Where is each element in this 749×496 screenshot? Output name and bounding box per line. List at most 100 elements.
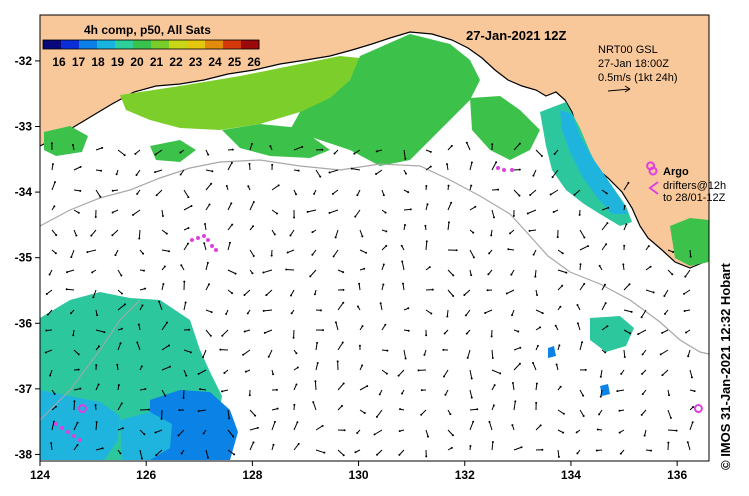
current-vector xyxy=(689,369,693,378)
current-vector xyxy=(579,283,585,291)
current-vector xyxy=(532,169,537,176)
current-vector xyxy=(660,349,669,355)
current-vector xyxy=(398,369,405,377)
current-vector-head xyxy=(301,145,304,148)
current-vector-head xyxy=(177,434,180,437)
current-vector-head xyxy=(472,231,475,234)
current-vector xyxy=(66,288,75,291)
current-vector xyxy=(312,401,317,411)
current-vector-head xyxy=(447,221,450,224)
current-vector-head xyxy=(510,273,513,276)
current-vector-head xyxy=(466,356,469,359)
current-vector-head xyxy=(276,407,279,410)
current-vector-head xyxy=(562,431,565,434)
current-vector-head xyxy=(582,415,585,418)
current-vector-head xyxy=(487,273,490,276)
current-vector xyxy=(623,349,626,358)
current-vector-head xyxy=(606,222,609,225)
current-vector xyxy=(667,409,672,419)
current-vector-head xyxy=(358,282,361,285)
current-vector-head xyxy=(511,424,514,427)
colorbar-swatch-1 xyxy=(61,40,80,49)
current-vector-head xyxy=(605,243,608,246)
current-vector-head xyxy=(529,194,532,197)
current-vector xyxy=(337,302,344,311)
current-vector xyxy=(513,401,516,411)
current-vector-head xyxy=(583,236,586,239)
current-vector-head xyxy=(272,443,275,446)
current-vector xyxy=(601,325,608,331)
current-vector-head xyxy=(671,273,674,276)
current-vector xyxy=(443,369,449,377)
current-vector xyxy=(491,209,495,218)
current-vector-head xyxy=(231,148,234,151)
current-vector xyxy=(513,446,522,451)
current-vector-head xyxy=(492,404,495,407)
current-vector xyxy=(183,205,192,211)
current-vector-head xyxy=(265,294,268,297)
current-vector-head xyxy=(442,348,445,351)
current-vector-head xyxy=(528,229,531,232)
current-vector xyxy=(95,189,101,197)
colorbar-swatch-9 xyxy=(205,40,224,49)
current-vector xyxy=(249,409,256,416)
current-vector xyxy=(403,349,407,359)
current-vector xyxy=(132,209,141,216)
current-vector xyxy=(47,309,53,315)
current-vector-head xyxy=(354,451,357,454)
current-vector xyxy=(469,206,476,211)
current-vector-head xyxy=(99,195,102,198)
current-vector-head xyxy=(132,213,135,216)
current-vector-head xyxy=(210,182,213,185)
current-vector-head xyxy=(52,420,55,423)
current-vector-head xyxy=(378,393,381,396)
current-vector-head xyxy=(244,370,247,373)
current-vector-head xyxy=(228,241,231,244)
current-vector xyxy=(425,241,428,251)
current-vector-head xyxy=(684,275,687,278)
current-vector-head xyxy=(342,271,345,274)
current-vector-head xyxy=(120,402,123,405)
current-vector-head xyxy=(407,191,410,194)
isobath-line xyxy=(39,159,710,355)
current-vector-head xyxy=(623,204,626,207)
current-vector-head xyxy=(556,236,559,239)
current-vector-head xyxy=(295,352,298,355)
current-vector xyxy=(138,229,141,239)
current-vector-head xyxy=(686,441,689,444)
current-vector-head xyxy=(70,256,73,259)
current-vector xyxy=(227,203,232,211)
current-vector-head xyxy=(353,152,356,155)
current-vector xyxy=(661,329,669,334)
current-vector-head xyxy=(620,372,623,375)
current-vector xyxy=(337,449,345,456)
current-vector xyxy=(687,442,691,451)
land-eyre xyxy=(600,130,709,240)
current-vector-head xyxy=(233,453,236,456)
current-vector-head xyxy=(376,453,379,456)
current-vector-head xyxy=(162,283,165,286)
current-vector-head xyxy=(90,234,93,237)
current-vector-head xyxy=(647,245,650,248)
current-vector xyxy=(264,329,273,334)
current-vector-head xyxy=(561,284,564,287)
current-vector xyxy=(513,363,521,371)
current-vector-head xyxy=(94,215,97,218)
x-tick-label-0: 124 xyxy=(30,468,50,482)
current-vector-head xyxy=(121,427,124,430)
current-vector-head xyxy=(520,446,523,449)
current-info-line3: 0.5m/s (1kt 24h) xyxy=(598,72,677,84)
current-vector xyxy=(161,345,170,351)
current-vector-head xyxy=(659,353,662,356)
current-vector-head xyxy=(208,283,211,286)
current-vector-head xyxy=(119,342,122,345)
current-vector-head xyxy=(140,365,143,368)
current-vector-head xyxy=(296,366,299,369)
current-vector xyxy=(375,169,383,175)
current-vector-head xyxy=(51,163,54,166)
current-vector xyxy=(221,389,229,392)
current-vector-head xyxy=(539,424,542,427)
current-vector-head xyxy=(576,303,579,306)
colorbar-swatch-0 xyxy=(43,40,62,49)
current-vector-head xyxy=(488,420,491,423)
